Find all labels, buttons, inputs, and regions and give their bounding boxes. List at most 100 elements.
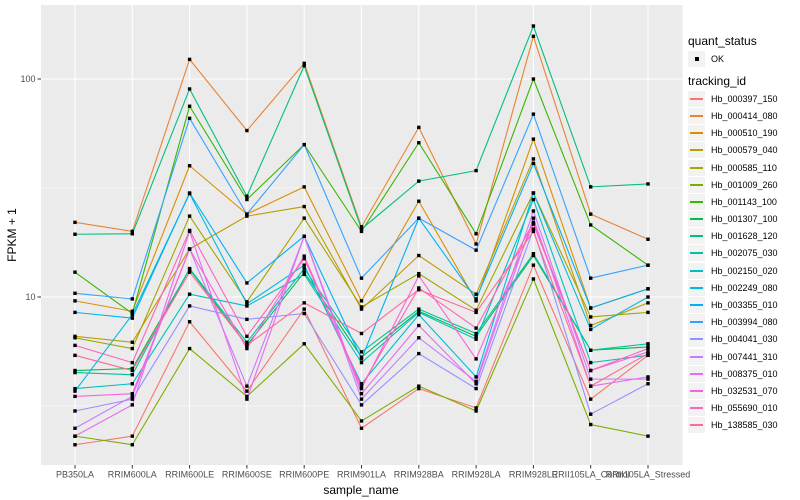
data-point	[589, 360, 593, 365]
data-point	[245, 317, 249, 322]
data-point	[589, 327, 593, 332]
data-point	[73, 368, 77, 373]
data-point	[474, 326, 478, 330]
series-color-line-icon	[690, 304, 703, 307]
series-color-line-icon	[690, 183, 703, 186]
data-point	[646, 301, 650, 305]
data-point	[417, 323, 421, 328]
data-point	[73, 394, 77, 399]
data-point	[646, 310, 650, 315]
legend-item-Hb_001143_100: Hb_001143_100	[688, 193, 798, 210]
data-point	[187, 104, 192, 108]
data-point	[73, 232, 77, 236]
series-color-line-icon	[690, 407, 703, 410]
legend-item-label: Hb_003355_010	[711, 300, 778, 311]
data-point	[359, 384, 364, 388]
data-point	[474, 379, 478, 384]
data-point	[245, 397, 249, 401]
data-point	[187, 346, 192, 351]
series-color-line-icon	[690, 235, 703, 238]
legend-item-label: Hb_008375_010	[711, 368, 778, 379]
data-point	[302, 311, 306, 316]
data-point	[359, 299, 364, 303]
y-tick-label-100: 100	[20, 74, 35, 84]
data-point	[531, 277, 536, 281]
data-point	[359, 227, 364, 231]
data-point	[646, 382, 650, 386]
data-point	[531, 251, 536, 256]
data-point	[646, 263, 650, 267]
data-point	[531, 220, 536, 225]
series-color-line-icon	[690, 321, 703, 324]
data-point	[359, 426, 364, 430]
legend-tracking-id-items: Hb_000397_150 Hb_000414_080 Hb_000510_190 H…	[688, 90, 798, 434]
data-point	[474, 375, 478, 379]
legend-item-label: Hb_001307_100	[711, 214, 778, 225]
legend-item-label: Hb_002075_030	[711, 248, 778, 259]
legend: quant_status OK tracking_id Hb_000397_15…	[688, 34, 798, 434]
data-point	[302, 64, 306, 68]
data-point	[245, 194, 249, 198]
data-point	[73, 343, 77, 348]
data-point	[531, 209, 536, 213]
legend-item-label: Hb_000579_040	[711, 145, 778, 156]
series-points-Hb_003994_080	[73, 112, 650, 301]
series-color-line-icon	[690, 114, 703, 117]
data-point	[245, 212, 249, 216]
data-point	[417, 310, 421, 315]
data-point	[245, 197, 249, 202]
x-tick-label-RRIM901LA: RRIM901LA	[337, 470, 386, 480]
data-point	[531, 197, 536, 202]
data-point	[130, 443, 134, 447]
data-point	[302, 216, 306, 220]
legend-item-label: Hb_002150_020	[711, 265, 778, 276]
line-key-swatch	[688, 142, 705, 159]
data-point	[474, 297, 478, 301]
data-point	[589, 412, 593, 416]
series-points-Hb_002150_020	[73, 197, 650, 391]
legend-item-Hb_001628_120: Hb_001628_120	[688, 228, 798, 245]
data-point	[589, 422, 593, 427]
data-point	[130, 316, 134, 320]
data-point	[474, 232, 478, 236]
data-point	[187, 228, 192, 233]
data-point	[589, 397, 593, 401]
line-key-swatch	[688, 331, 705, 348]
legend-item-label: OK	[711, 53, 725, 64]
data-point	[474, 248, 478, 252]
legend-item-Hb_032531_070: Hb_032531_070	[688, 382, 798, 399]
data-point	[73, 291, 77, 295]
data-point	[73, 389, 77, 393]
data-point	[531, 137, 536, 141]
y-tick-label-10: 10	[25, 292, 35, 302]
data-point	[245, 394, 249, 399]
legend-item-Hb_003355_010: Hb_003355_010	[688, 296, 798, 314]
data-point	[531, 34, 536, 38]
data-point	[302, 272, 306, 277]
data-point	[589, 348, 593, 352]
data-point	[302, 301, 306, 305]
line-key-swatch	[688, 193, 705, 210]
data-point	[130, 366, 134, 371]
data-point	[417, 216, 421, 220]
data-point	[589, 315, 593, 319]
series-color-line-icon	[690, 200, 703, 203]
data-point	[245, 343, 249, 348]
data-point	[245, 128, 249, 133]
line-key-swatch	[688, 211, 705, 228]
line-key-swatch	[688, 314, 705, 331]
data-point	[245, 346, 249, 351]
series-color-line-icon	[690, 149, 703, 152]
data-point	[130, 360, 134, 365]
series-points-Hb_000414_080	[73, 34, 650, 246]
y-axis-title: FPKM + 1	[5, 208, 19, 262]
series-color-line-icon	[690, 355, 703, 358]
data-point	[646, 237, 650, 241]
data-point	[187, 247, 192, 251]
legend-item-Hb_002249_080: Hb_002249_080	[688, 279, 798, 296]
data-point	[646, 377, 650, 381]
line-key-swatch	[688, 279, 705, 296]
legend-item-Hb_002150_020: Hb_002150_020	[688, 262, 798, 279]
line-key-swatch	[688, 159, 705, 176]
x-tick-label-RRIM928BA: RRIM928BA	[394, 470, 444, 480]
